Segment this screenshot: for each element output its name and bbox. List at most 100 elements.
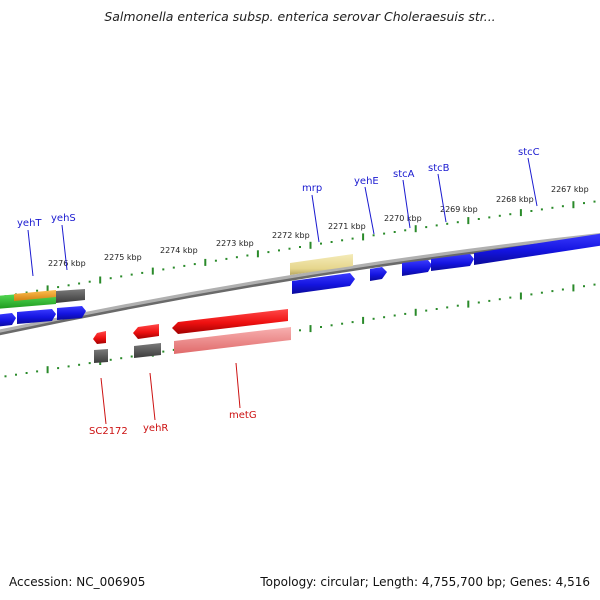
cds-feature[interactable] [17,309,56,324]
ruler-minor-tick [172,348,175,351]
ruler-minor-tick [25,372,28,374]
ruler-minor-tick [530,210,533,212]
ruler-major-tick [414,308,417,316]
ruler-major-tick [467,217,470,225]
ruler-minor-tick [477,218,480,220]
gene-feature-SC2172[interactable] [94,349,108,363]
ruler-label: 2271 kbp [328,222,366,231]
cds-feature-metG[interactable] [172,309,288,334]
ruler-major-tick [414,225,417,233]
gene-feature[interactable] [14,290,56,301]
gene-feature-yehR[interactable] [134,343,161,358]
gene-feature-metG[interactable] [174,327,291,354]
ruler-minor-tick [393,231,396,233]
callout-line [437,173,447,223]
ruler-minor-tick [372,234,375,237]
ruler-minor-tick [488,216,491,219]
ruler-label: 2275 kbp [104,253,142,262]
ruler-minor-tick [498,214,501,217]
ruler-minor-tick [551,206,554,209]
ruler-major-tick [256,250,259,258]
ruler-major-tick [151,267,154,275]
ruler-minor-tick [172,266,175,269]
ruler-minor-tick [88,280,91,283]
ruler-minor-tick [488,299,491,302]
ruler-minor-tick [509,213,512,216]
ruler-minor-tick [299,246,301,248]
cds-feature-yehR[interactable] [133,324,159,339]
cds-feature-stcC[interactable] [474,233,600,265]
ruler-label: 2273 kbp [216,239,254,248]
ruler-minor-tick [456,304,459,307]
ruler-major-tick [309,241,312,249]
ruler-minor-tick [404,312,407,315]
ruler-label: 2274 kbp [160,246,198,255]
ruler-minor-tick [278,249,280,252]
ruler-minor-tick [67,365,70,368]
ruler-minor-tick [67,284,70,287]
gene-label-yehR[interactable]: yehR [143,423,168,434]
gene-label-metG[interactable]: metG [229,410,257,421]
reverse-gene-labels: SC2172 yehR metG [89,410,257,437]
cds-feature[interactable] [0,313,16,327]
gene-label-stcC[interactable]: stcC [518,147,540,158]
ruler-minor-tick [120,357,123,360]
ruler-minor-tick [120,275,123,278]
reverse-features [93,309,291,363]
ruler-minor-tick [561,288,564,291]
ruler-minor-tick [130,355,133,358]
gene-label-SC2172[interactable]: SC2172 [89,426,128,437]
ruler-outer-track [4,200,596,298]
ruler-minor-tick [225,257,228,260]
accession-text: Accession: NC_006905 [9,575,146,589]
ruler-minor-tick [561,205,564,208]
ruler-minor-tick [351,321,354,324]
ruler-minor-tick [593,200,596,203]
ruler-minor-tick [267,251,270,254]
cds-feature-SC2172[interactable] [93,331,106,344]
ruler-minor-tick [593,283,596,286]
ruler-minor-tick [299,329,301,332]
ruler-minor-tick [498,298,501,301]
gene-feature-mrp[interactable] [290,254,353,275]
cds-feature-stcB[interactable] [431,254,474,271]
ruler-minor-tick [330,241,333,243]
ruler-major-tick [46,285,49,293]
cds-feature-yehE[interactable] [370,267,387,281]
ruler-minor-tick [446,306,449,309]
forward-features [0,233,600,327]
ruler-minor-tick [162,268,165,271]
ruler-minor-tick [425,226,428,229]
ruler-minor-tick [540,291,543,294]
callout-line [527,157,538,207]
ruler-minor-tick [435,224,438,227]
ruler-minor-tick [288,247,291,250]
ruler-minor-tick [404,229,407,232]
gene-label-stcA[interactable]: stcA [393,169,415,180]
gene-label-mrp[interactable]: mrp [302,183,322,194]
ruler-minor-tick [446,222,449,225]
cds-feature[interactable] [57,306,86,320]
cds-feature-stcA[interactable] [402,260,432,276]
cds-feature-mrp[interactable] [292,273,355,294]
callout-line [61,224,68,271]
ruler-minor-tick [214,259,217,262]
gene-label-yehE[interactable]: yehE [354,176,379,187]
ruler-minor-tick [4,375,7,378]
ruler-minor-tick [78,363,81,366]
ruler-minor-tick [109,358,112,361]
gene-label-yehS[interactable]: yehS [51,213,76,224]
ruler-label: 2267 kbp [551,185,589,194]
ruler-minor-tick [540,208,543,211]
ruler-major-tick [572,201,575,209]
ruler-minor-tick [88,362,91,365]
ruler-minor-tick [57,367,60,370]
gene-feature[interactable] [56,289,85,303]
ruler-minor-tick [583,202,585,205]
gene-label-yehT[interactable]: yehT [17,218,42,229]
ruler-minor-tick [109,277,112,280]
ruler-minor-tick [393,314,396,317]
gene-label-stcB[interactable]: stcB [428,163,450,174]
callout-line [311,194,320,243]
